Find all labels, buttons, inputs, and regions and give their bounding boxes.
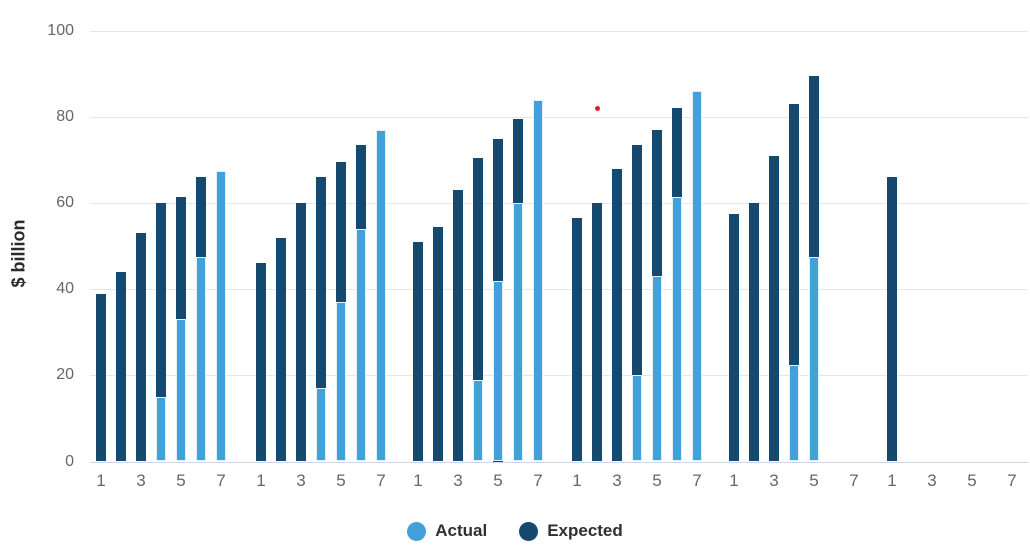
bar-expected[interactable]: [729, 213, 739, 462]
x-tick-label: 5: [652, 471, 662, 490]
bar-actual[interactable]: [316, 388, 326, 462]
bar-actual[interactable]: [692, 91, 702, 462]
x-tick-label: 1: [96, 471, 106, 490]
x-tick-label: 7: [849, 471, 859, 490]
actual-legend-marker-icon: [407, 521, 427, 541]
x-tick-label: 5: [967, 471, 977, 490]
bar-expected[interactable]: [789, 104, 799, 462]
gridline: [90, 203, 1028, 205]
red-dot-annotation: [594, 105, 600, 111]
bar-actual[interactable]: [672, 196, 682, 462]
x-axis-line: [90, 461, 1028, 463]
x-tick-label: 5: [336, 471, 346, 490]
bar-actual[interactable]: [652, 276, 662, 462]
bar-expected[interactable]: [156, 203, 166, 462]
bar-actual[interactable]: [196, 257, 206, 462]
x-tick-label: 1: [413, 471, 423, 490]
gridline: [90, 289, 1028, 291]
bar-expected[interactable]: [769, 155, 779, 462]
bar-expected[interactable]: [749, 203, 759, 462]
expected-legend-marker-icon: [519, 521, 539, 541]
bar-actual[interactable]: [513, 203, 523, 462]
bar-expected[interactable]: [572, 218, 582, 462]
y-tick-label: 40: [56, 280, 74, 298]
bar-actual[interactable]: [376, 130, 386, 462]
x-tick-label: 3: [296, 471, 306, 490]
x-tick-label: 7: [376, 471, 386, 490]
x-tick-label: 3: [612, 471, 622, 490]
bar-expected[interactable]: [296, 203, 306, 462]
bar-actual[interactable]: [632, 375, 642, 462]
x-tick-label: 5: [809, 471, 819, 490]
x-tick-label: 7: [692, 471, 702, 490]
gridline: [90, 117, 1028, 119]
x-tick-label: 3: [769, 471, 779, 490]
bar-actual[interactable]: [356, 229, 366, 462]
bar-expected[interactable]: [453, 190, 463, 462]
x-tick-label: 7: [216, 471, 226, 490]
x-tick-label: 1: [729, 471, 739, 490]
bar-expected[interactable]: [612, 168, 622, 462]
bar-expected[interactable]: [96, 293, 106, 462]
bar-actual[interactable]: [533, 99, 543, 462]
bar-actual[interactable]: [336, 302, 346, 462]
bar-expected[interactable]: [116, 272, 126, 462]
x-tick-label: 7: [533, 471, 543, 490]
gridline: [90, 31, 1028, 32]
bar-actual[interactable]: [493, 280, 503, 462]
bar-actual[interactable]: [156, 396, 166, 462]
x-tick-label: 7: [1007, 471, 1017, 490]
bar-expected[interactable]: [473, 157, 483, 462]
x-tick-label: 3: [453, 471, 463, 490]
bar-expected[interactable]: [276, 237, 286, 462]
y-tick-label: 0: [65, 452, 74, 470]
bar-expected[interactable]: [632, 145, 642, 462]
y-tick-label: 80: [56, 108, 74, 126]
bar-expected[interactable]: [433, 226, 443, 462]
x-tick-label: 5: [493, 471, 503, 490]
bar-actual[interactable]: [176, 319, 186, 462]
bar-expected[interactable]: [887, 177, 897, 462]
bar-expected[interactable]: [316, 177, 326, 462]
legend-item-expected[interactable]: Expected: [519, 521, 623, 541]
legend: Actual Expected: [0, 521, 1030, 541]
y-axis-title: $ billion: [8, 219, 29, 288]
x-tick-label: 1: [887, 471, 897, 490]
bar-expected[interactable]: [256, 263, 266, 462]
bar-actual[interactable]: [789, 364, 799, 462]
x-tick-label: 3: [927, 471, 937, 490]
legend-item-actual[interactable]: Actual: [407, 521, 487, 541]
bar-actual[interactable]: [473, 379, 483, 462]
gridline: [90, 375, 1028, 377]
x-tick-label: 1: [256, 471, 266, 490]
bar-actual[interactable]: [809, 257, 819, 462]
y-tick-label: 100: [47, 22, 74, 39]
legend-label-actual: Actual: [435, 521, 488, 540]
bar-expected[interactable]: [136, 233, 146, 462]
legend-label-expected: Expected: [547, 521, 623, 540]
x-tick-label: 1: [572, 471, 582, 490]
bar-expected[interactable]: [413, 241, 423, 462]
y-tick-label: 20: [56, 366, 74, 384]
x-tick-label: 5: [176, 471, 186, 490]
bar-expected[interactable]: [592, 203, 602, 462]
y-tick-label: 60: [56, 194, 74, 212]
bar-actual[interactable]: [216, 170, 226, 462]
x-tick-label: 3: [136, 471, 146, 490]
